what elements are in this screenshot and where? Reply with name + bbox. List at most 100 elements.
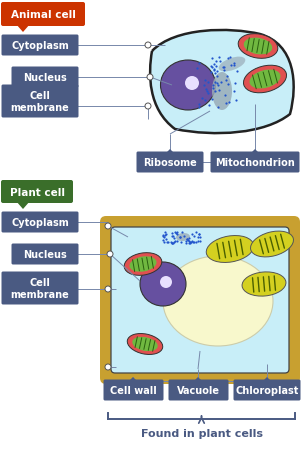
- Point: [192, 233, 197, 240]
- Point: [178, 234, 183, 241]
- Circle shape: [145, 104, 151, 110]
- Point: [194, 239, 199, 246]
- FancyBboxPatch shape: [12, 67, 78, 88]
- Ellipse shape: [163, 257, 273, 346]
- FancyBboxPatch shape: [12, 244, 78, 265]
- Text: Vacuole: Vacuole: [177, 385, 220, 395]
- Point: [190, 238, 195, 246]
- Ellipse shape: [219, 57, 245, 72]
- Point: [216, 83, 220, 90]
- Ellipse shape: [244, 39, 272, 55]
- Ellipse shape: [250, 232, 293, 257]
- Text: Nucleus: Nucleus: [23, 73, 67, 83]
- Point: [225, 81, 230, 88]
- Point: [225, 73, 230, 80]
- Point: [195, 234, 200, 241]
- Polygon shape: [129, 377, 137, 385]
- FancyBboxPatch shape: [2, 272, 78, 305]
- Text: Found in plant cells: Found in plant cells: [140, 428, 262, 438]
- Point: [224, 77, 229, 84]
- Ellipse shape: [140, 263, 186, 306]
- Point: [202, 97, 207, 105]
- Point: [226, 56, 231, 63]
- Point: [179, 239, 184, 246]
- Point: [164, 238, 169, 246]
- Point: [219, 79, 224, 86]
- Point: [185, 235, 189, 243]
- Point: [213, 70, 218, 77]
- FancyBboxPatch shape: [1, 180, 73, 203]
- FancyBboxPatch shape: [111, 228, 289, 373]
- Point: [213, 63, 218, 70]
- Polygon shape: [251, 150, 259, 157]
- Point: [209, 64, 214, 71]
- Point: [215, 69, 219, 76]
- Point: [161, 232, 166, 239]
- Point: [178, 234, 183, 241]
- Point: [197, 238, 202, 245]
- FancyBboxPatch shape: [210, 152, 299, 173]
- Polygon shape: [194, 377, 202, 385]
- Point: [181, 233, 186, 240]
- Text: Ribosome: Ribosome: [143, 157, 197, 168]
- Circle shape: [105, 286, 111, 292]
- Point: [163, 232, 168, 240]
- Point: [217, 87, 222, 95]
- Ellipse shape: [127, 334, 163, 355]
- Point: [170, 232, 175, 240]
- FancyBboxPatch shape: [2, 85, 78, 118]
- Circle shape: [105, 364, 111, 370]
- Point: [211, 85, 216, 93]
- Point: [161, 233, 165, 240]
- Point: [233, 97, 238, 104]
- Point: [184, 240, 188, 247]
- Ellipse shape: [130, 257, 157, 272]
- Point: [195, 66, 199, 73]
- Point: [229, 62, 234, 70]
- Point: [162, 234, 167, 241]
- Point: [192, 239, 196, 246]
- Circle shape: [105, 224, 111, 230]
- FancyBboxPatch shape: [168, 380, 229, 401]
- Ellipse shape: [161, 61, 216, 111]
- Circle shape: [147, 75, 153, 81]
- Point: [226, 99, 231, 106]
- Point: [188, 239, 193, 246]
- Point: [197, 231, 202, 238]
- Point: [215, 73, 219, 81]
- Point: [185, 237, 190, 244]
- Point: [187, 240, 192, 247]
- Point: [218, 59, 223, 66]
- Ellipse shape: [238, 34, 278, 59]
- Point: [171, 239, 176, 246]
- Circle shape: [107, 252, 113, 257]
- Point: [198, 234, 202, 241]
- Text: Cell
membrane: Cell membrane: [11, 91, 69, 112]
- Point: [205, 90, 210, 97]
- Point: [197, 104, 202, 112]
- Point: [162, 239, 167, 246]
- Point: [221, 67, 226, 74]
- Ellipse shape: [250, 70, 281, 90]
- Point: [214, 58, 219, 65]
- Point: [174, 230, 179, 237]
- Point: [195, 238, 200, 245]
- PathPatch shape: [150, 31, 294, 134]
- Point: [170, 240, 175, 247]
- Point: [189, 238, 194, 246]
- Point: [164, 235, 168, 243]
- Point: [170, 240, 175, 247]
- Point: [207, 102, 212, 109]
- FancyBboxPatch shape: [2, 212, 78, 233]
- Point: [235, 68, 240, 75]
- Polygon shape: [263, 377, 271, 385]
- Text: Cell
membrane: Cell membrane: [11, 278, 69, 299]
- Polygon shape: [16, 25, 30, 33]
- Point: [190, 239, 195, 246]
- Point: [163, 231, 168, 238]
- Point: [201, 82, 206, 89]
- Ellipse shape: [132, 337, 158, 352]
- Point: [220, 65, 225, 72]
- Text: Plant cell: Plant cell: [9, 187, 64, 197]
- Point: [211, 66, 216, 73]
